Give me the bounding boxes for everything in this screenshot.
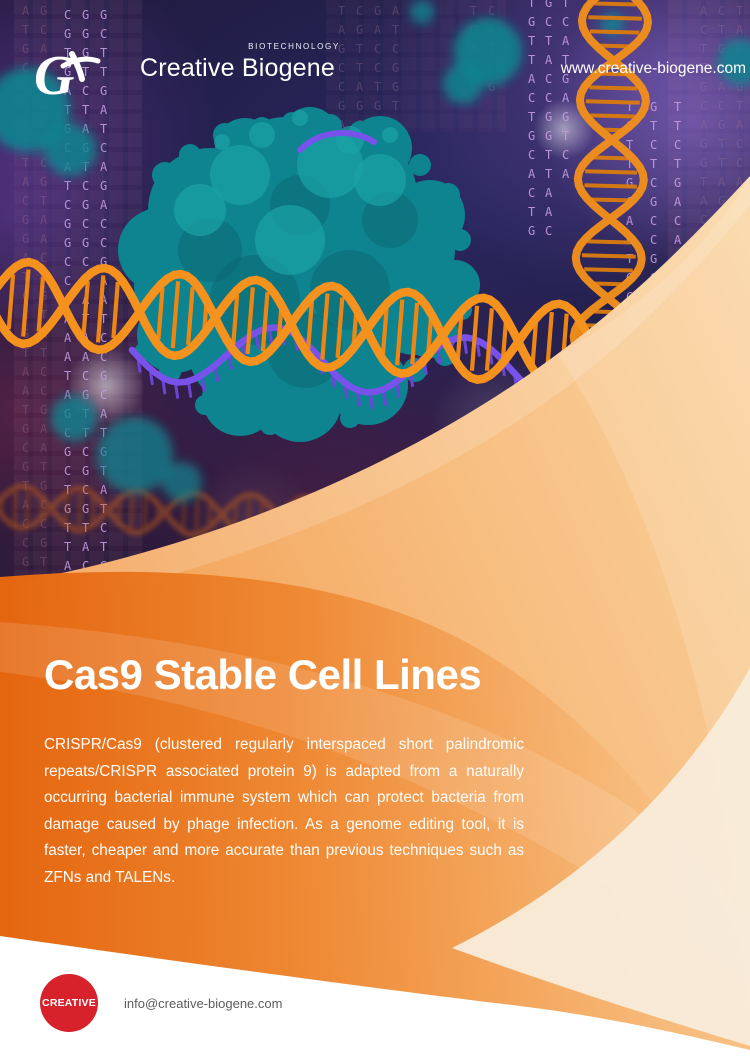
logo-tagline: BIOTECHNOLOGY — [248, 42, 340, 51]
dna-letter-column: A T G C C G A T T A C G G A T C C G T A … — [22, 4, 30, 569]
white-glow-spot — [180, 450, 325, 595]
dna-letter-column: T T C T G A C A A G A T C — [674, 100, 682, 342]
logo-text: Creative Biogene — [140, 54, 335, 82]
dna-letter-column: G A C C T G A — [374, 4, 382, 132]
dna-letter-column: T G T T A C T G C A C T G — [528, 0, 536, 238]
dna-letter-column: C T G A A C G T T A G C A T C C G A — [718, 4, 726, 341]
creative-badge: CREATIVE — [40, 974, 98, 1032]
dna-letter-column: T G T T G G A C T G C G A T C A G A T — [626, 100, 634, 456]
dna-letter-column: T A G C G T A C C A T G G C T A A C — [736, 4, 744, 341]
dna-letter-column: A C T T G C A G G T A C C G A T A G — [700, 4, 708, 341]
website-url: www.creative-biogene.com — [560, 60, 746, 77]
creative-badge-label: CREATIVE — [42, 997, 96, 1009]
hero-copy: Cas9 Stable Cell Lines CRISPR/Cas9 (clus… — [44, 651, 524, 891]
logo-mark-icon: G — [36, 48, 101, 100]
dna-letter-column: T A G C C G A — [338, 4, 346, 132]
dna-letter-column: G C T A C C G G T T A A C — [545, 0, 553, 238]
footer: CREATIVE info@creative-biogene.com — [0, 960, 750, 1061]
page-description: CRISPR/Cas9 (clustered regularly intersp… — [44, 736, 524, 886]
dna-letter-column: C G T T A G C — [356, 4, 364, 132]
svg-text:G: G — [36, 48, 74, 100]
dna-tile-grid — [326, 0, 506, 132]
dna-letter-column: T G A C C — [470, 4, 478, 94]
white-glow-spot — [420, 350, 575, 505]
dna-letter-column: A T C G G T A — [392, 4, 400, 132]
dna-letter-column: G T C T C G C C G C G A T A A C C G A — [650, 100, 658, 456]
contact-email: info@creative-biogene.com — [124, 996, 283, 1011]
page-title: Cas9 Stable Cell Lines — [44, 651, 482, 698]
hero-background: C G T G A T G C A T C G G C C G A A A T … — [0, 0, 750, 860]
dna-letter-column: T C A T G A G T C A — [562, 0, 570, 181]
dna-letter-column: C A T G G — [488, 4, 496, 94]
